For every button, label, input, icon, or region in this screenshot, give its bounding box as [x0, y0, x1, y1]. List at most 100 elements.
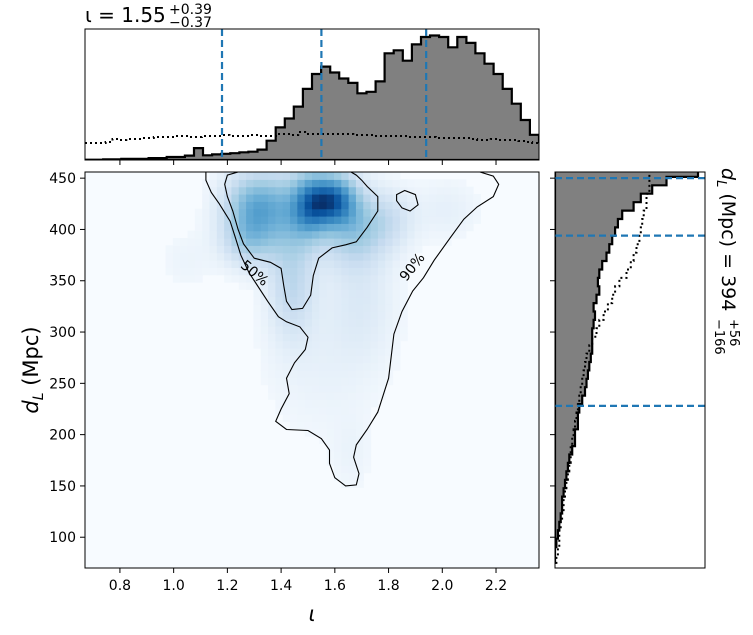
density-cell [348, 450, 357, 459]
density-cell [268, 260, 276, 268]
density-cell [304, 274, 313, 283]
density-cell [231, 194, 240, 202]
density-cell [348, 186, 357, 195]
density-cell [341, 296, 350, 305]
density-cell [341, 216, 350, 224]
density-cell [268, 318, 276, 327]
density-cell [363, 311, 372, 320]
density-cell [253, 208, 262, 217]
density-cell [385, 274, 394, 283]
density-cell [304, 421, 313, 430]
density-cell [165, 267, 174, 276]
density-cell [224, 260, 233, 268]
density-cell [209, 230, 218, 239]
density-cell [253, 267, 262, 276]
density-cell [194, 245, 203, 254]
density-cell [238, 267, 247, 276]
density-cell [312, 201, 320, 210]
density-cell [209, 194, 218, 202]
density-cell [246, 260, 255, 268]
density-cell [414, 230, 423, 239]
iota-histogram [85, 29, 539, 160]
density-cell [282, 304, 291, 312]
density-cell [443, 179, 452, 188]
density-cell [399, 238, 408, 246]
density-cell [348, 238, 357, 246]
density-cell [297, 304, 306, 312]
density-cell [290, 318, 298, 327]
density-cell [304, 348, 313, 356]
density-cell [282, 282, 291, 290]
density-cell [304, 245, 313, 254]
density-cell [363, 436, 372, 444]
density-cell [246, 230, 255, 239]
density-cell [377, 208, 386, 217]
density-cell [172, 274, 181, 283]
density-cell [363, 406, 372, 415]
density-cell [319, 333, 328, 342]
density-cell [377, 186, 386, 195]
density-cell [312, 223, 320, 232]
x-tick-label: 1.8 [377, 578, 399, 594]
density-cell [319, 267, 328, 276]
density-cell [392, 362, 401, 371]
density-cell [326, 450, 335, 459]
density-cell [348, 399, 357, 408]
density-cell [194, 267, 203, 276]
density-cell [399, 208, 408, 217]
density-cell [319, 201, 328, 210]
density-cell [399, 274, 408, 283]
density-cell [297, 370, 306, 378]
density-cell [319, 282, 328, 290]
density-cell [326, 260, 335, 268]
density-cell [363, 465, 372, 474]
density-cell [363, 194, 372, 202]
density-cell [348, 245, 357, 254]
density-cell [275, 333, 284, 342]
density-cell [165, 245, 174, 254]
density-cell [348, 289, 357, 298]
density-cell [385, 216, 394, 224]
density-cell [333, 223, 342, 232]
density-cell [399, 318, 408, 327]
density-cell [319, 296, 328, 305]
density-cell [319, 348, 328, 356]
density-cell [312, 274, 320, 283]
density-cell [348, 436, 357, 444]
density-cell [238, 274, 247, 283]
density-cell [326, 348, 335, 356]
density-cell [290, 230, 298, 239]
density-cell [363, 318, 372, 327]
density-cell [297, 362, 306, 371]
density-cell [385, 340, 394, 349]
density-cell [260, 289, 269, 298]
density-cell [275, 399, 284, 408]
density-cell [290, 348, 298, 356]
density-cell [202, 245, 211, 254]
density-cell [246, 282, 255, 290]
density-cell [355, 355, 364, 364]
density-cell [333, 428, 342, 437]
density-cell [297, 260, 306, 268]
density-cell [297, 406, 306, 415]
dl-title-minus: −166 [711, 319, 726, 355]
x-tick-label: 2.0 [431, 578, 453, 594]
density-cell [370, 267, 379, 276]
density-cell [304, 318, 313, 327]
density-cell [385, 296, 394, 305]
density-cell [275, 252, 284, 261]
density-cell [231, 208, 240, 217]
density-cell [429, 238, 438, 246]
density-cell [187, 274, 196, 283]
density-cell [202, 238, 211, 246]
density-cell [319, 311, 328, 320]
density-cell [304, 216, 313, 224]
density-cell [333, 333, 342, 342]
density-cell [341, 370, 350, 378]
density-cell [319, 362, 328, 371]
density-cell [333, 421, 342, 430]
density-cell [275, 274, 284, 283]
density-cell [319, 245, 328, 254]
density-cell [458, 201, 467, 210]
density-cell [341, 348, 350, 356]
